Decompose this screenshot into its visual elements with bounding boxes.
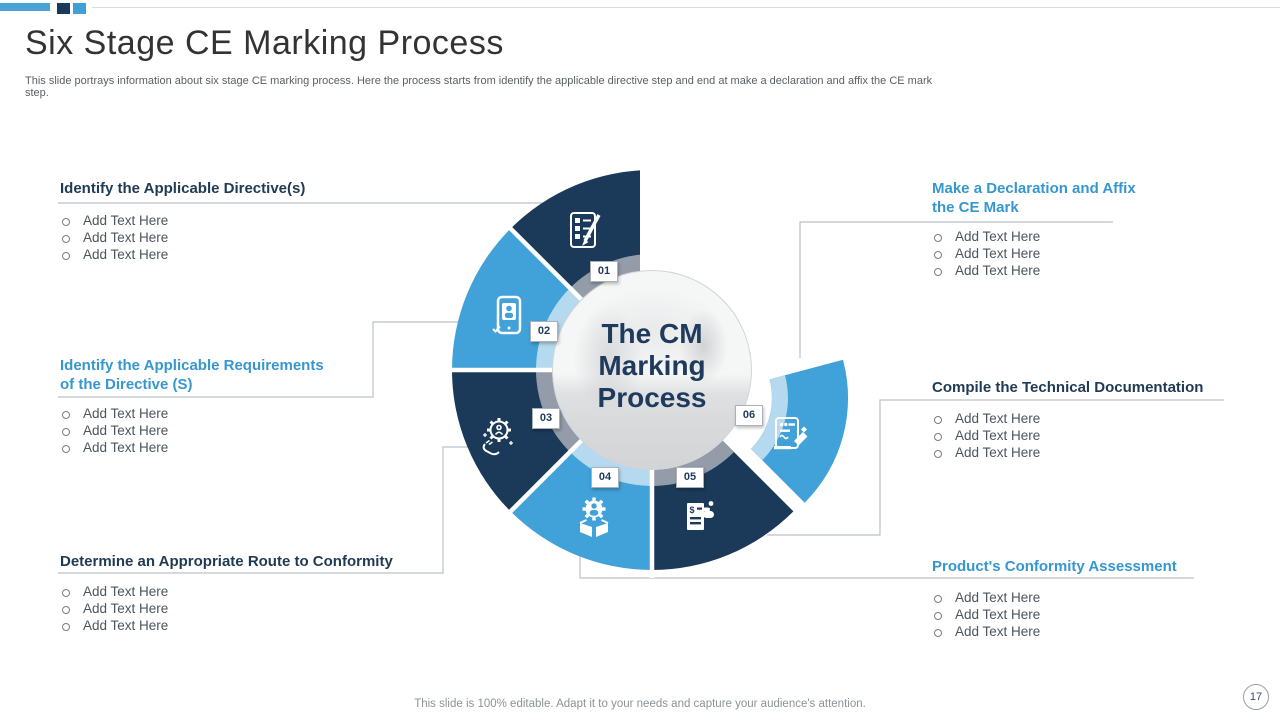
stage-chip-05[interactable]: 05 bbox=[676, 467, 704, 488]
svg-text:$: $ bbox=[690, 505, 695, 515]
deco-bar bbox=[0, 3, 50, 11]
checklist-pencil-icon bbox=[570, 212, 601, 248]
footer-note: This slide is 100% editable. Adapt it to… bbox=[414, 698, 866, 710]
block-heading[interactable]: Determine an Appropriate Route to Confor… bbox=[60, 553, 393, 570]
block-stage-06[interactable]: Make a Declaration and Affix the CE Mark… bbox=[932, 179, 1147, 279]
bullet-circle-icon bbox=[62, 234, 70, 243]
wheel-center-title[interactable]: The CM Marking Process bbox=[597, 318, 707, 413]
bullet-circle-icon bbox=[62, 622, 70, 631]
connector-stage-06 bbox=[799, 221, 1113, 358]
block-stage-01[interactable]: Identify the Applicable Directive(s) Add… bbox=[60, 179, 400, 263]
wedge-05-band bbox=[652, 440, 734, 486]
list-item[interactable]: Add Text Here bbox=[932, 263, 1147, 280]
list-item[interactable]: Add Text Here bbox=[932, 229, 1147, 246]
wedge-02-band bbox=[536, 288, 582, 370]
list-item[interactable]: Add Text Here bbox=[60, 601, 460, 618]
wedge-gap-225 bbox=[503, 221, 586, 304]
list-item[interactable]: Add Text Here bbox=[60, 584, 460, 601]
wedge-gap-135 bbox=[503, 436, 586, 519]
list-item[interactable]: Add Text Here bbox=[932, 445, 1252, 462]
stage-chip-01[interactable]: 01 bbox=[590, 261, 618, 282]
bullet-circle-icon bbox=[62, 589, 70, 597]
deco-top-line bbox=[92, 7, 1280, 8]
invoice-hand-icon: $ bbox=[687, 501, 714, 530]
list-item[interactable]: Add Text Here bbox=[932, 590, 1232, 607]
certificate-stamp-icon bbox=[774, 417, 808, 450]
stage-chip-06[interactable]: 06 bbox=[735, 405, 763, 426]
deco-square-navy bbox=[57, 3, 70, 14]
list-item[interactable]: Add Text Here bbox=[932, 428, 1252, 445]
list-item[interactable]: Add Text Here bbox=[932, 624, 1232, 641]
block-stage-02[interactable]: Identify the Applicable Requirements of … bbox=[60, 356, 340, 456]
stage-chip-02[interactable]: 02 bbox=[530, 321, 558, 342]
wedge-04-band bbox=[570, 440, 652, 486]
bullet-circle-icon bbox=[62, 444, 70, 453]
block-stage-05[interactable]: Compile the Technical Documentation Add … bbox=[932, 378, 1252, 461]
list-item[interactable]: Add Text Here bbox=[60, 213, 400, 230]
bullet-circle-icon bbox=[934, 416, 942, 424]
block-heading[interactable]: Compile the Technical Documentation bbox=[932, 379, 1204, 396]
block-heading[interactable]: Identify the Applicable Directive(s) bbox=[60, 180, 306, 197]
list-item[interactable]: Add Text Here bbox=[60, 406, 340, 423]
bullet-circle-icon bbox=[934, 628, 942, 637]
center-photo bbox=[552, 270, 752, 470]
bullet-circle-icon bbox=[62, 427, 70, 436]
bullet-circle-icon bbox=[62, 411, 70, 419]
list-item[interactable]: Add Text Here bbox=[60, 247, 400, 264]
list-item[interactable]: Add Text Here bbox=[932, 246, 1147, 263]
stage-chip-03[interactable]: 03 bbox=[532, 408, 560, 429]
list-item[interactable]: Add Text Here bbox=[60, 618, 460, 635]
block-stage-04[interactable]: Product's Conformity Assessment Add Text… bbox=[932, 557, 1232, 640]
bullet-circle-icon bbox=[934, 611, 942, 620]
connector-stage-03 bbox=[58, 446, 474, 574]
slide-subtitle[interactable]: This slide portrays information about si… bbox=[25, 75, 933, 99]
bullet-circle-icon bbox=[934, 432, 942, 441]
connector-stage-05 bbox=[767, 399, 1224, 536]
list-item[interactable]: Add Text Here bbox=[60, 440, 340, 457]
block-stage-03[interactable]: Determine an Appropriate Route to Confor… bbox=[60, 552, 460, 634]
block-heading[interactable]: Product's Conformity Assessment bbox=[932, 558, 1177, 575]
bullet-circle-icon bbox=[934, 267, 942, 276]
bullet-circle-icon bbox=[934, 449, 942, 458]
wedge-06-band bbox=[750, 375, 788, 461]
deco-square-blue bbox=[73, 3, 86, 14]
connector-stage-04 bbox=[579, 551, 1194, 579]
connector-stage-02 bbox=[58, 321, 462, 398]
gear-person-box-icon bbox=[579, 497, 609, 537]
bullet-circle-icon bbox=[934, 250, 942, 259]
bullet-circle-icon bbox=[62, 605, 70, 614]
gear-person-hand-icon bbox=[482, 418, 513, 456]
list-item[interactable]: Add Text Here bbox=[60, 423, 340, 440]
block-heading[interactable]: Identify the Applicable Requirements of … bbox=[60, 357, 324, 393]
tablet-person-icon bbox=[492, 295, 522, 335]
slide-title[interactable]: Six Stage CE Marking Process bbox=[25, 24, 504, 62]
stage-chip-04[interactable]: 04 bbox=[591, 467, 619, 488]
block-heading[interactable]: Make a Declaration and Affix the CE Mark bbox=[932, 180, 1136, 216]
bullet-circle-icon bbox=[62, 218, 70, 226]
list-item[interactable]: Add Text Here bbox=[932, 411, 1252, 428]
list-item[interactable]: Add Text Here bbox=[932, 607, 1232, 624]
page-number: 17 bbox=[1243, 684, 1269, 710]
bullet-circle-icon bbox=[934, 595, 942, 603]
bullet-circle-icon bbox=[62, 251, 70, 260]
list-item[interactable]: Add Text Here bbox=[60, 230, 400, 247]
bullet-circle-icon bbox=[934, 234, 942, 242]
